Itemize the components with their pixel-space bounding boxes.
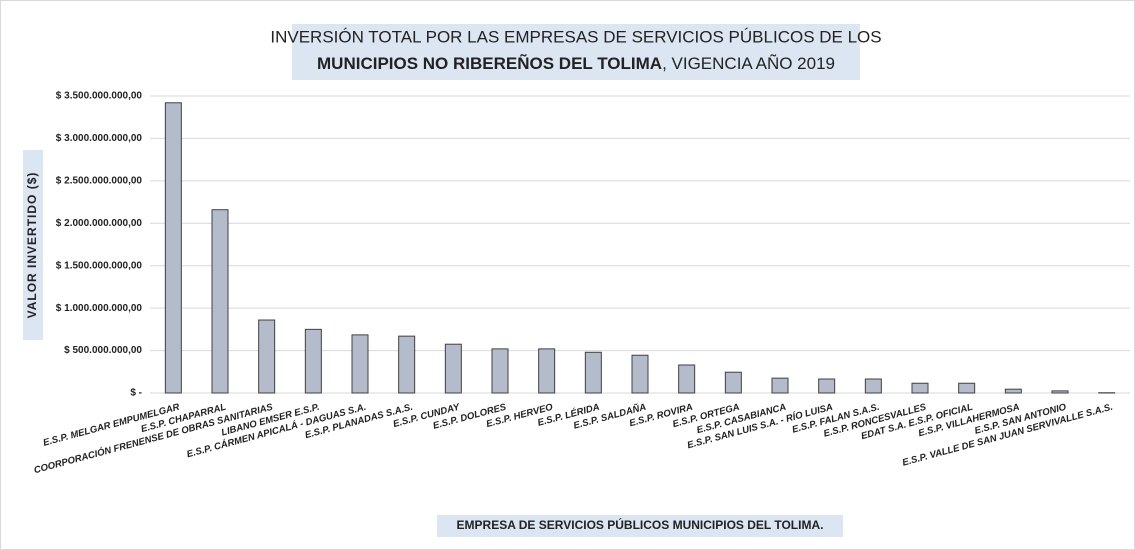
bar <box>1004 388 1022 394</box>
chart-title-rest: , VIGENCIA AÑO 2019 <box>662 54 835 73</box>
title-background <box>292 24 860 80</box>
bar <box>304 328 322 394</box>
bar <box>678 364 696 394</box>
bar <box>258 319 276 394</box>
bar <box>491 348 509 394</box>
bar <box>538 348 556 394</box>
chart-title: INVERSIÓN TOTAL POR LAS EMPRESAS DE SERV… <box>270 27 881 46</box>
bar <box>818 378 836 394</box>
y-tick-label: $ 2.500.000.000,00 <box>56 175 143 186</box>
y-label-background <box>23 150 43 340</box>
bar <box>1051 390 1069 394</box>
bar <box>771 377 789 394</box>
x-label-background <box>437 515 843 537</box>
y-tick-label: $ 1.000.000.000,00 <box>56 303 143 314</box>
y-tick-label: $ - <box>130 388 142 399</box>
bar <box>444 343 462 394</box>
x-axis-label: EMPRESA DE SERVICIOS PÚBLICOS MUNICIPIOS… <box>457 517 824 532</box>
bar <box>724 371 742 394</box>
chart-title-bold: MUNICIPIOS NO RIBEREÑOS DEL TOLIMA <box>317 53 662 73</box>
bar <box>958 382 976 394</box>
bar <box>584 351 602 394</box>
y-tick-label: $ 3.000.000.000,00 <box>56 133 143 144</box>
y-tick-label: $ 3.500.000.000,00 <box>56 91 143 102</box>
bar <box>164 102 182 394</box>
bar <box>631 354 649 394</box>
y-axis-label: VALOR INVERTIDO ($) <box>25 172 39 319</box>
y-tick-label: $ 1.500.000.000,00 <box>56 260 143 271</box>
chart-title: MUNICIPIOS NO RIBEREÑOS DEL TOLIMA, VIGE… <box>317 53 835 73</box>
y-tick-label: $ 2.000.000.000,00 <box>56 218 143 229</box>
bar <box>864 378 882 394</box>
y-tick-label: $ 500.000.000,00 <box>64 345 142 356</box>
bar <box>211 209 229 394</box>
bar <box>911 382 929 394</box>
bar <box>351 334 369 394</box>
bar <box>398 335 416 394</box>
